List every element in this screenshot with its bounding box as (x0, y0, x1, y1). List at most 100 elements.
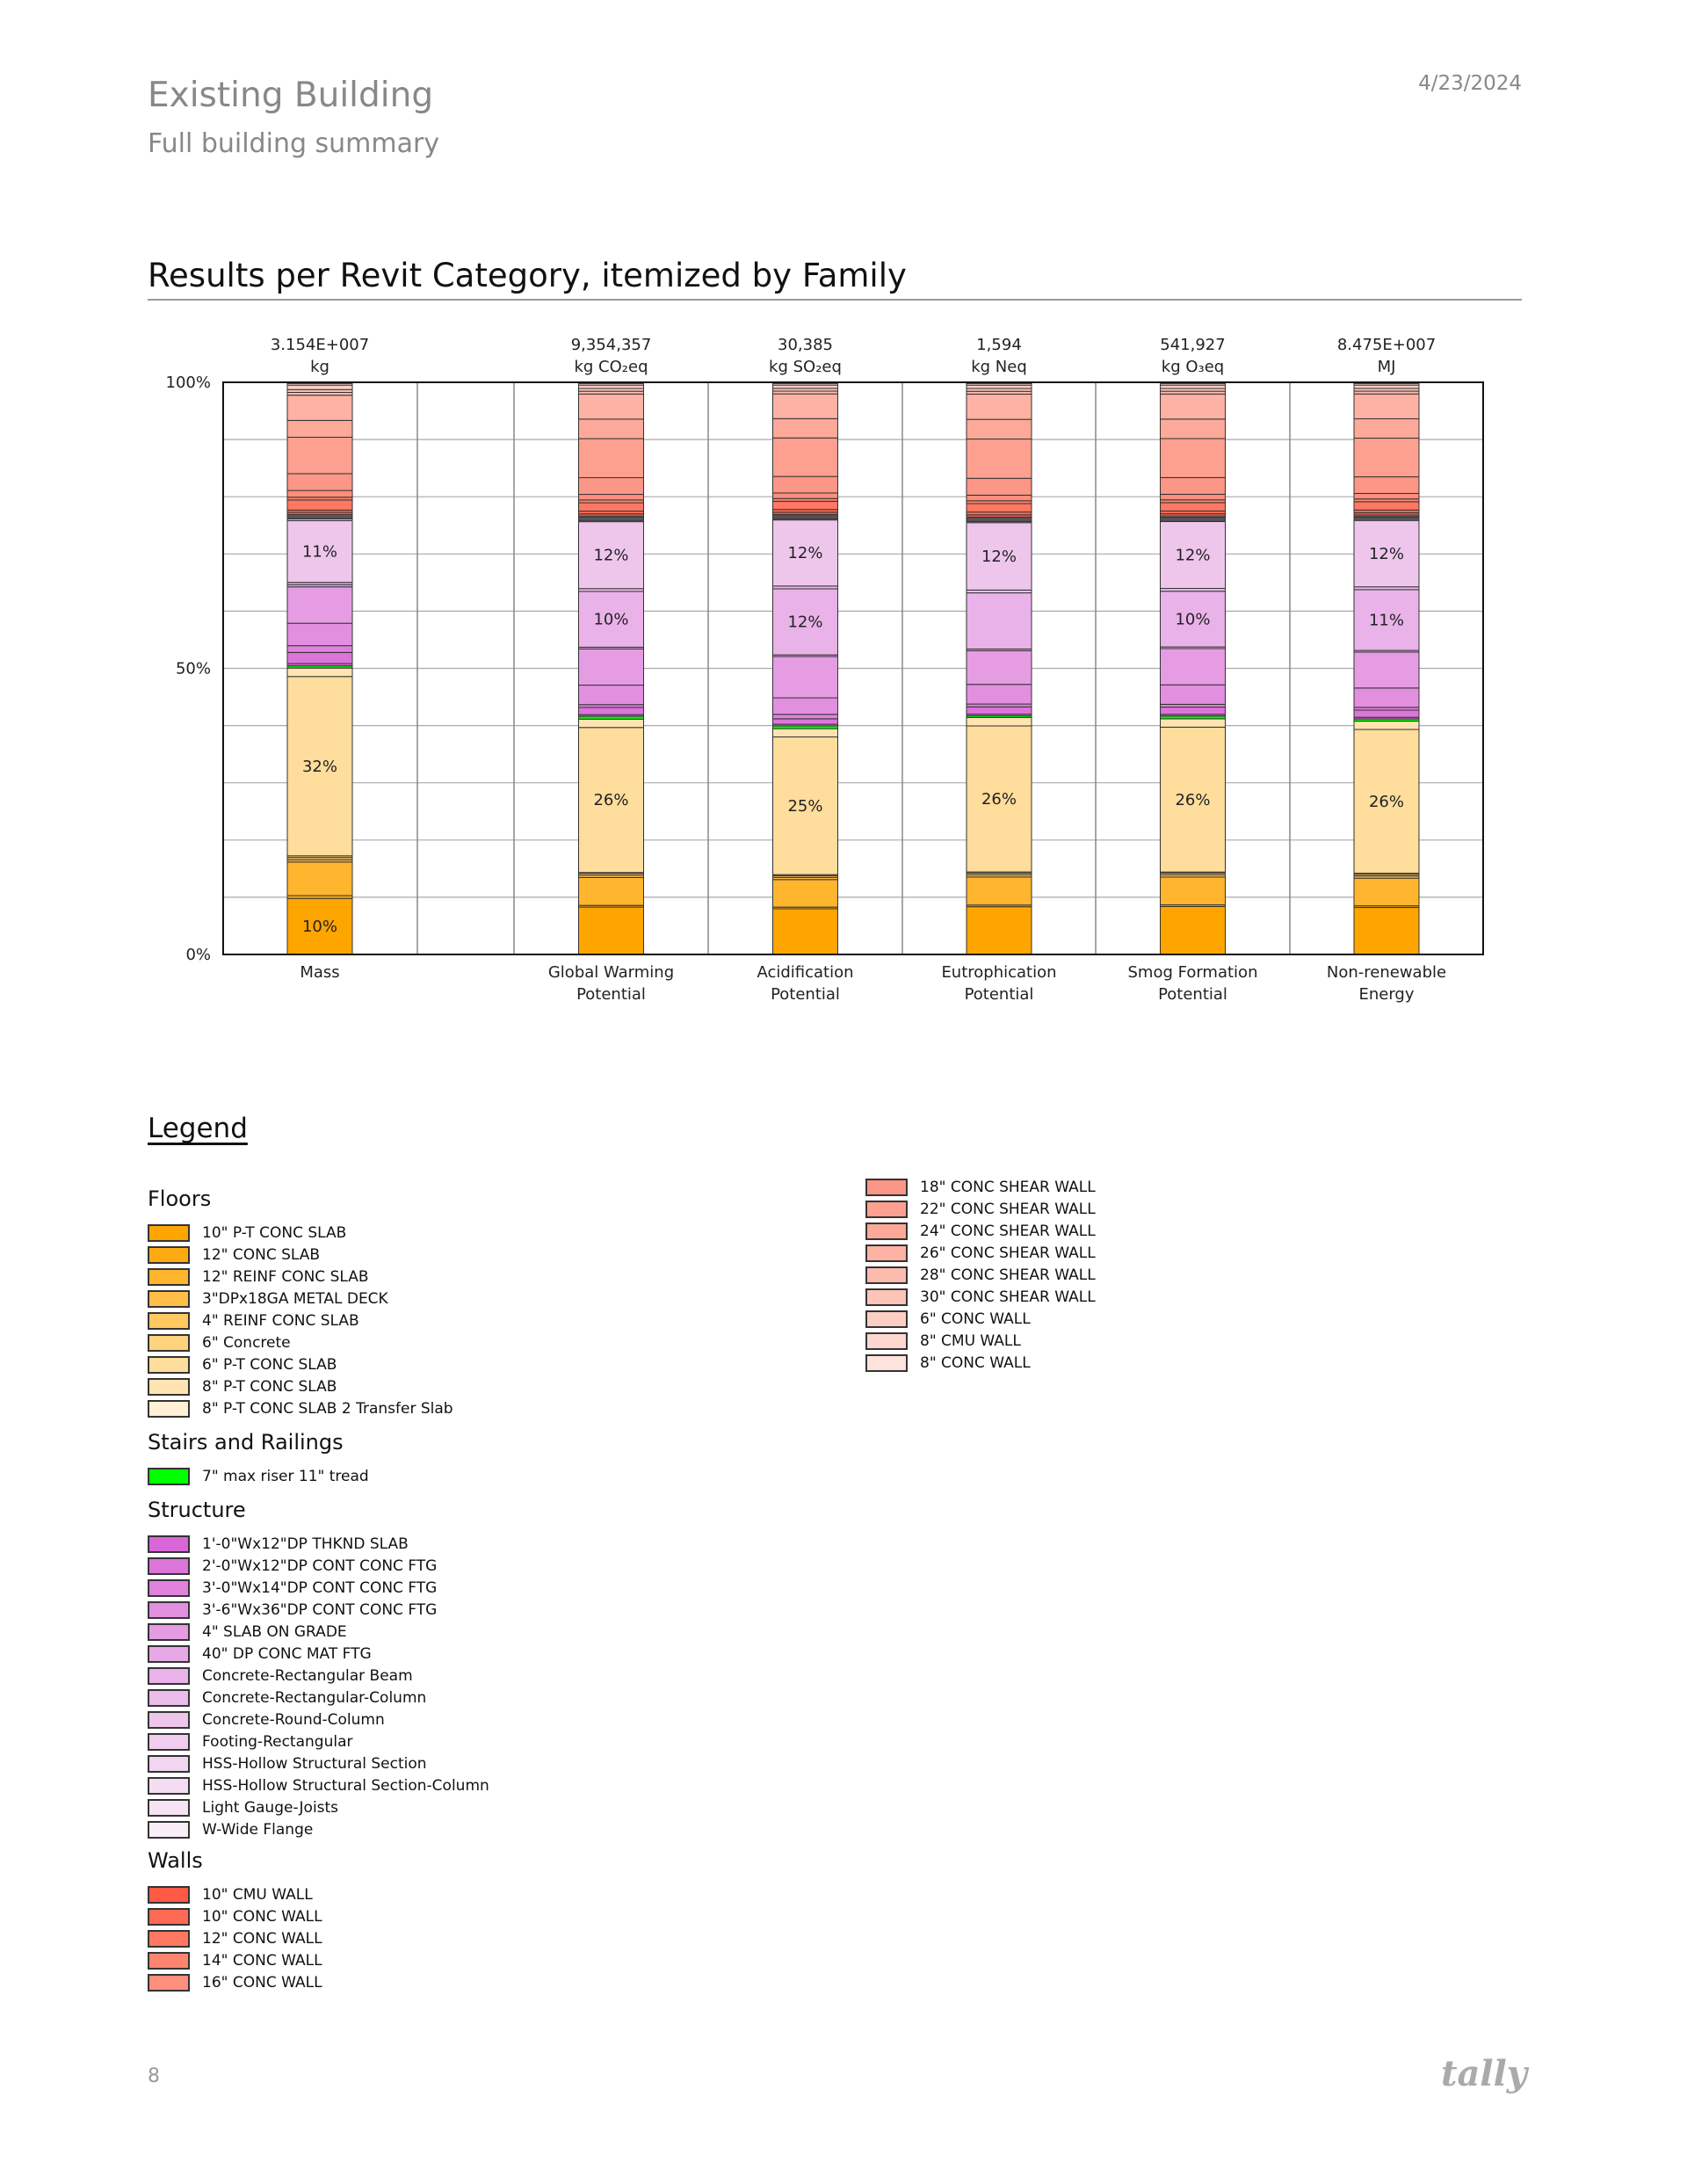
legend-label: W-Wide Flange (202, 1820, 314, 1839)
legend-label: 1'-0"Wx12"DP THKND SLAB (202, 1535, 409, 1553)
legend-item: 26" CONC SHEAR WALL (865, 1242, 1096, 1264)
bar-segment (578, 384, 644, 389)
segment-percent-label: 25% (787, 797, 822, 816)
bar-unit-label: kg (310, 358, 329, 376)
legend-swatch (865, 1266, 908, 1284)
bar-segment (286, 586, 353, 624)
y-tick-label: 50% (176, 660, 211, 678)
y-tick-label: 100% (166, 374, 211, 392)
bar-segment (578, 648, 644, 686)
segment-percent-label: 12% (787, 613, 822, 632)
bar-segment (772, 393, 838, 419)
legend-label: 24" CONC SHEAR WALL (920, 1222, 1096, 1240)
bar-segment (772, 908, 838, 955)
legend-item: 28" CONC SHEAR WALL (865, 1264, 1096, 1286)
legend-item: 8" CMU WALL (865, 1330, 1096, 1352)
legend-item: 30" CONC SHEAR WALL (865, 1286, 1096, 1308)
page-number: 8 (148, 2065, 160, 2087)
report-subtitle: Full building summary (148, 128, 440, 159)
bar-segment (286, 651, 353, 664)
legend-label: 8" CONC WALL (920, 1353, 1031, 1372)
bar-segment (1353, 393, 1420, 420)
bar-segment (772, 736, 838, 875)
bar-total-label: 3.154E+007 (271, 336, 369, 354)
bar-segment (966, 684, 1032, 705)
legend-item: W-Wide Flange (148, 1818, 489, 1840)
bar-unit-label: kg O₃eq (1162, 358, 1224, 376)
legend-item: 24" CONC SHEAR WALL (865, 1220, 1096, 1242)
segment-percent-label: 26% (593, 791, 628, 809)
segment-percent-label: 26% (1369, 793, 1404, 811)
legend-item: 10" CMU WALL (148, 1883, 322, 1905)
legend-item: 8" P-T CONC SLAB (148, 1375, 453, 1397)
bar-segment (1160, 707, 1226, 715)
legend-item: HSS-Hollow Structural Section (148, 1752, 489, 1774)
bar-segment (966, 725, 1032, 873)
legend-label: 28" CONC SHEAR WALL (920, 1266, 1096, 1284)
bar-segment (286, 395, 353, 421)
bar-segment (772, 656, 838, 699)
bar-segment (1160, 726, 1226, 873)
bar-segment (966, 592, 1032, 649)
legend-item: 2'-0"Wx12"DP CONT CONC FTG (148, 1555, 489, 1577)
legend-swatch (148, 1355, 190, 1374)
legend-swatch (865, 1353, 908, 1372)
bar-segment (286, 897, 353, 955)
legend-item: 1'-0"Wx12"DP THKND SLAB (148, 1533, 489, 1555)
bar-segment (1353, 492, 1420, 500)
bar-segment (286, 519, 353, 584)
legend-label: 12" REINF CONC SLAB (202, 1267, 369, 1286)
legend-item: 4" REINF CONC SLAB (148, 1310, 453, 1331)
legend-swatch (148, 1311, 190, 1330)
segment-percent-label: 12% (787, 544, 822, 562)
legend-swatch (865, 1178, 908, 1196)
x-category-label: Eutrophication (941, 963, 1056, 982)
legend-swatch (148, 1885, 190, 1904)
bar-segment (1160, 718, 1226, 728)
legend-item: 22" CONC SHEAR WALL (865, 1198, 1096, 1220)
bar-segment (578, 477, 644, 496)
bar-segment (286, 499, 353, 511)
legend-item: 12" CONC WALL (148, 1927, 322, 1949)
legend-item: Light Gauge-Joists (148, 1796, 489, 1818)
x-category-label: Mass (300, 963, 339, 982)
legend-title: Legend (148, 1113, 248, 1144)
bar-segment (1353, 729, 1420, 874)
legend-swatch (148, 1622, 190, 1641)
legend-swatch (148, 1666, 190, 1685)
legend-swatch (148, 1688, 190, 1707)
legend-label: 26" CONC SHEAR WALL (920, 1244, 1096, 1262)
y-tick-label: 0% (185, 946, 211, 964)
legend-label: 12" CONC WALL (202, 1929, 322, 1948)
legend-swatch (148, 1223, 190, 1242)
bar-segment (286, 436, 353, 475)
legend-item: 6" Concrete (148, 1331, 453, 1353)
plot-frame (222, 381, 1484, 955)
bar-segment (286, 676, 353, 857)
legend-swatch (148, 1467, 190, 1485)
bar-segment (966, 494, 1032, 502)
legend-label: 10" CONC WALL (202, 1907, 322, 1926)
legend-label: 8" P-T CONC SLAB (202, 1377, 337, 1396)
legend-item: 12" CONC SLAB (148, 1244, 453, 1266)
bar-total-label: 1,594 (976, 336, 1022, 354)
bar-segment (772, 588, 838, 656)
segment-percent-label: 12% (1175, 547, 1210, 565)
bar-unit-label: MJ (1378, 358, 1396, 376)
legend-group-walls-continued: 18" CONC SHEAR WALL 22" CONC SHEAR WALL 24… (865, 1176, 1096, 1374)
legend-label: 6" CONC WALL (920, 1310, 1031, 1328)
bar-segment (578, 718, 644, 729)
bar-segment (772, 519, 838, 587)
legend-label: 4" SLAB ON GRADE (202, 1622, 347, 1641)
legend-label: 30" CONC SHEAR WALL (920, 1288, 1096, 1306)
bar-segment (1353, 721, 1420, 730)
legend-item: 4" SLAB ON GRADE (148, 1621, 489, 1643)
bar-segment (286, 490, 353, 498)
legend-item: HSS-Hollow Structural Section-Column (148, 1774, 489, 1796)
bar-segment (1353, 907, 1420, 955)
segment-percent-label: 12% (981, 548, 1017, 566)
legend-label: 6" Concrete (202, 1333, 291, 1352)
bar-segment (1353, 651, 1420, 689)
legend-swatch (148, 1929, 190, 1948)
legend-swatch (148, 1820, 190, 1839)
